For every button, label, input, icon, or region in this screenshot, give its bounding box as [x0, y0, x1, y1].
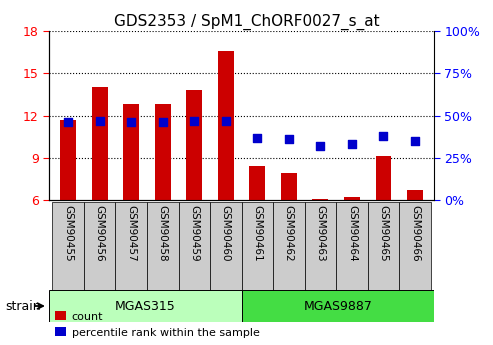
Text: GSM90458: GSM90458 — [158, 205, 168, 262]
Bar — [407, 190, 423, 200]
Bar — [218, 51, 234, 200]
Bar — [178, 202, 210, 305]
Bar — [147, 202, 178, 305]
Bar — [376, 156, 391, 200]
Point — [159, 120, 167, 125]
Text: MGAS9887: MGAS9887 — [303, 299, 372, 313]
Bar — [313, 199, 328, 200]
Point — [64, 120, 72, 125]
Text: MGAS315: MGAS315 — [115, 299, 176, 313]
Bar — [210, 202, 242, 305]
Bar — [305, 202, 336, 305]
Point — [96, 118, 104, 124]
Point — [127, 120, 135, 125]
Point — [222, 118, 230, 124]
Text: GSM90461: GSM90461 — [252, 205, 262, 262]
Bar — [123, 104, 139, 200]
Point — [285, 137, 293, 142]
Bar — [115, 202, 147, 305]
Text: strain: strain — [5, 299, 40, 313]
Bar — [336, 202, 368, 305]
Bar — [399, 202, 431, 305]
Text: GSM90456: GSM90456 — [95, 205, 105, 262]
Point — [348, 141, 356, 147]
Text: GSM90455: GSM90455 — [63, 205, 73, 262]
Text: GSM90459: GSM90459 — [189, 205, 199, 262]
Text: GSM90460: GSM90460 — [221, 205, 231, 262]
Text: GDS2353 / SpM1_ChORF0027_s_at: GDS2353 / SpM1_ChORF0027_s_at — [114, 14, 379, 30]
Bar — [155, 104, 171, 200]
Bar — [49, 290, 242, 322]
Text: GSM90465: GSM90465 — [379, 205, 388, 262]
Text: GSM90462: GSM90462 — [284, 205, 294, 262]
Text: GSM90463: GSM90463 — [316, 205, 325, 262]
Bar — [52, 202, 84, 305]
Bar — [242, 290, 434, 322]
Bar — [281, 173, 297, 200]
Bar — [368, 202, 399, 305]
Bar — [84, 202, 115, 305]
Point — [411, 138, 419, 144]
Text: GSM90464: GSM90464 — [347, 205, 357, 262]
Bar — [92, 87, 107, 200]
Point — [253, 135, 261, 140]
Point — [190, 118, 198, 124]
Text: GSM90457: GSM90457 — [126, 205, 136, 262]
Bar — [249, 166, 265, 200]
Point — [317, 143, 324, 149]
Bar — [344, 197, 360, 200]
Bar — [60, 120, 76, 200]
Bar — [273, 202, 305, 305]
Bar — [242, 202, 273, 305]
Point — [380, 133, 387, 139]
Bar — [186, 90, 202, 200]
Legend: count, percentile rank within the sample: count, percentile rank within the sample — [55, 311, 259, 338]
Text: GSM90466: GSM90466 — [410, 205, 420, 262]
